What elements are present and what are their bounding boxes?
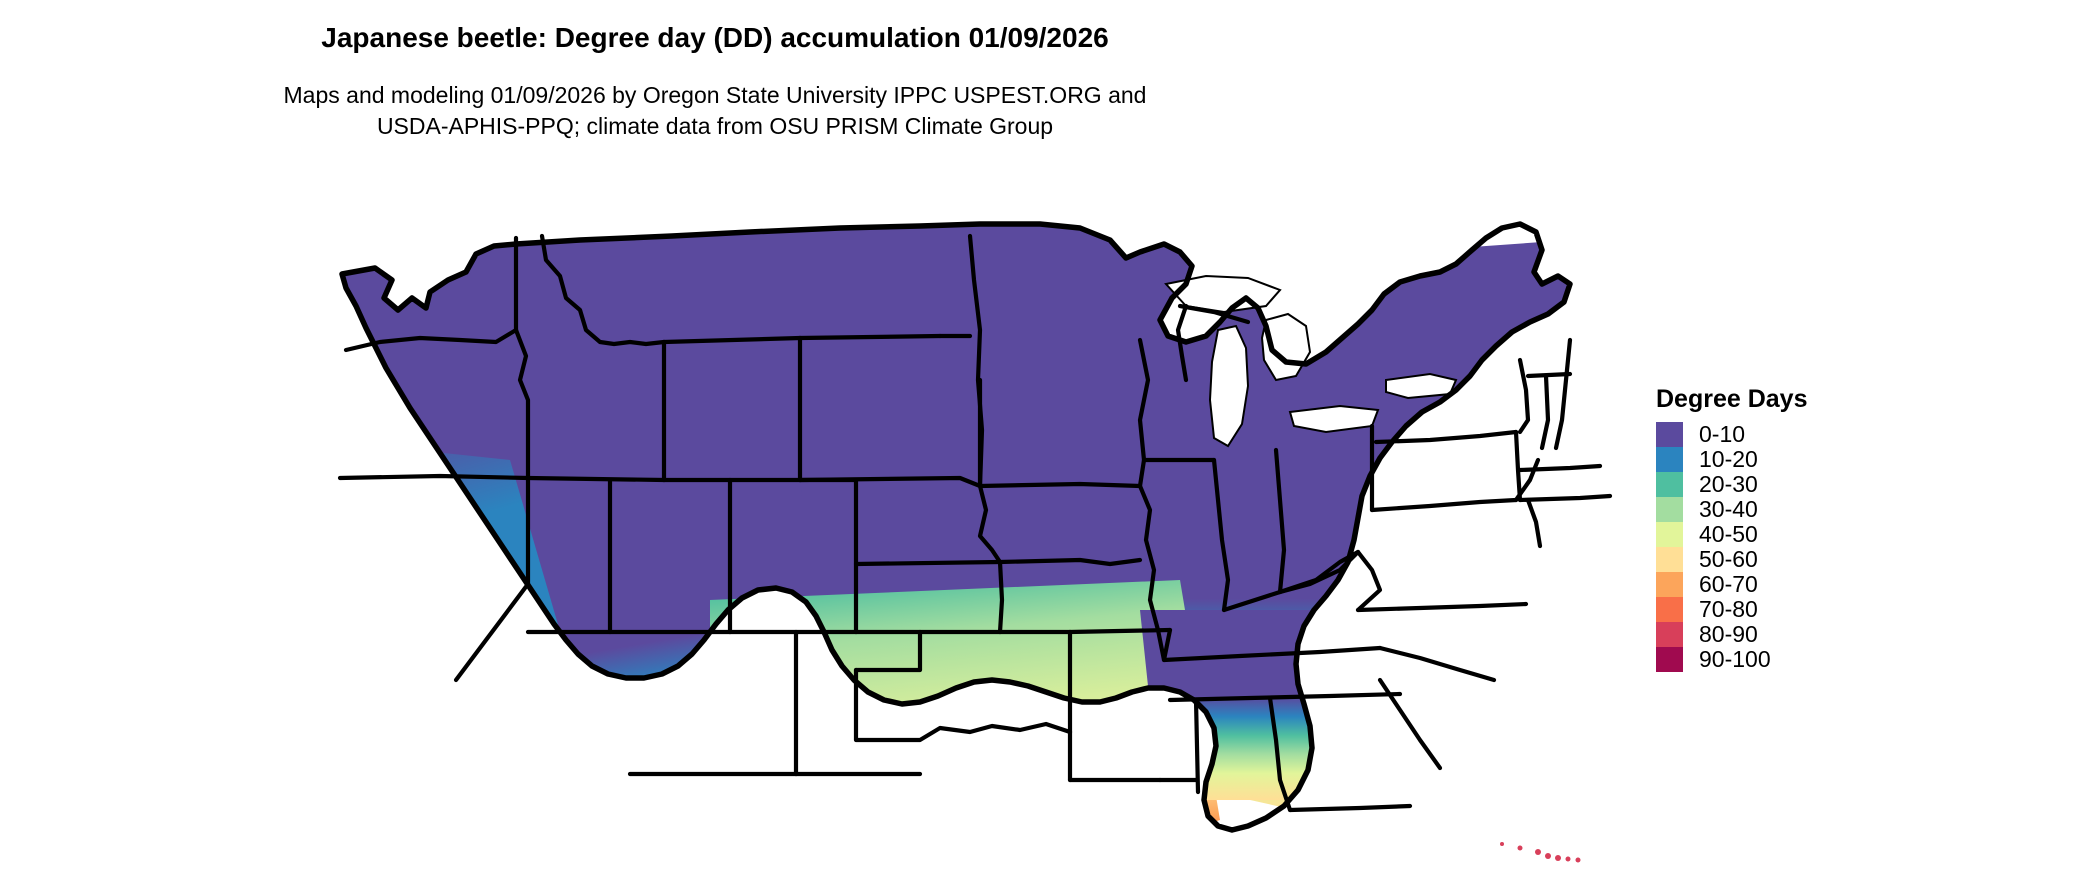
border-ia-mn — [977, 481, 1143, 489]
border-or-ca — [337, 473, 531, 481]
border-tn-south — [1167, 691, 1403, 703]
border-or-id — [513, 327, 531, 481]
legend-color-swatch — [1656, 572, 1683, 597]
border-ga-fl — [1287, 803, 1413, 813]
legend-color-swatch — [1656, 472, 1683, 497]
border-in-oh — [1273, 447, 1287, 595]
legend-label: 80-90 — [1699, 621, 1758, 647]
legend-row[interactable]: 10-20 — [1656, 447, 1807, 472]
subtitle-line-1: Maps and modeling 01/09/2026 by Oregon S… — [283, 82, 1147, 108]
legend-label: 60-70 — [1699, 571, 1758, 597]
border-va-wv — [1355, 549, 1383, 613]
border-md-de — [1525, 497, 1543, 549]
legend-label: 50-60 — [1699, 546, 1758, 572]
great-lakes-layer — [1164, 274, 1458, 448]
border-me-nh-top — [1525, 371, 1573, 379]
border-mi-upper — [1177, 303, 1251, 325]
legend-color-swatch — [1656, 447, 1683, 472]
border-ma-ct — [1517, 493, 1613, 503]
border-nc-sc — [1377, 645, 1497, 683]
legend-row[interactable]: 30-40 — [1656, 497, 1807, 522]
legend-color-swatch — [1656, 422, 1683, 447]
legend-row[interactable]: 90-100 — [1656, 647, 1807, 672]
border-vt-nh — [1539, 373, 1551, 451]
border-mt-wy-h — [661, 335, 803, 345]
border-ks-mo — [997, 559, 1005, 635]
legend-row[interactable]: 50-60 — [1656, 547, 1807, 572]
border-pa-md — [1369, 497, 1519, 513]
border-ky-tn — [1161, 645, 1383, 663]
map-svg — [280, 180, 1630, 880]
border-ar-mo — [1067, 627, 1173, 635]
lake-ontario — [1385, 372, 1458, 400]
border-nd-sd — [797, 333, 943, 341]
legend-color-swatch — [1656, 547, 1683, 572]
legend-row[interactable]: 60-70 — [1656, 572, 1807, 597]
legend-row[interactable]: 0-10 — [1656, 422, 1807, 447]
subtitle-line-2: USDA-APHIS-PPQ; climate data from OSU PR… — [376, 113, 1054, 140]
border-nh-me — [1553, 337, 1573, 451]
legend-label: 10-20 — [1699, 446, 1758, 472]
legend-label: 20-30 — [1699, 471, 1758, 497]
legend-color-swatch — [1656, 597, 1683, 622]
florida-keys — [1500, 842, 1581, 863]
legend-color-swatch — [1656, 497, 1683, 522]
border-wi-mi — [1175, 303, 1189, 383]
legend-row[interactable]: 70-80 — [1656, 597, 1807, 622]
border-il-in — [1211, 457, 1231, 613]
border-wy-co-2 — [525, 475, 667, 483]
legend-color-swatch — [1656, 622, 1683, 647]
page-subtitle: Maps and modeling 01/09/2026 by Oregon S… — [0, 80, 1430, 142]
legend: Degree Days 0-10 10-20 20-30 30-40 40-50 50-6… — [1656, 385, 1807, 672]
border-mo-ia — [997, 557, 1143, 567]
legend-label: 0-10 — [1699, 421, 1746, 447]
legend-title: Degree Days — [1656, 385, 1808, 413]
legend-row[interactable]: 40-50 — [1656, 522, 1807, 547]
page-title: Japanese beetle: Degree day (DD) accumul… — [321, 22, 1109, 53]
national-outline — [339, 221, 1573, 833]
border-vt-ma — [1517, 463, 1603, 473]
legend-color-swatch — [1656, 647, 1683, 672]
border-va-nc — [1355, 601, 1529, 613]
legend-label: 70-80 — [1699, 596, 1758, 622]
us-degree-day-map — [280, 180, 1630, 880]
legend-row[interactable]: 80-90 — [1656, 622, 1807, 647]
legend-color-swatch — [1656, 522, 1683, 547]
border-ms-al — [1193, 697, 1201, 795]
lake-michigan — [1208, 324, 1250, 448]
border-il-mo — [1137, 483, 1173, 663]
border-ga-sc — [1377, 677, 1443, 771]
legend-row[interactable]: 20-30 — [1656, 472, 1807, 497]
border-id-mt — [539, 233, 667, 347]
border-al-ga — [1267, 695, 1293, 813]
legend-label: 90-100 — [1699, 646, 1771, 672]
border-ia-ne — [977, 483, 1003, 565]
legend-label: 40-50 — [1699, 521, 1758, 547]
border-mn-wi — [1137, 337, 1151, 489]
border-ok-panhandle — [853, 629, 923, 673]
legend-items: 0-10 10-20 20-30 30-40 40-50 50-60 60-70 70-80 8… — [1656, 422, 1807, 672]
border-tx-ok — [853, 667, 1073, 743]
border-ne-ks — [853, 559, 1003, 567]
border-nj-pa — [1513, 457, 1541, 503]
border-pa-ny — [1373, 429, 1519, 445]
legend-label: 30-40 — [1699, 496, 1758, 522]
border-ny-vt — [1517, 357, 1531, 435]
